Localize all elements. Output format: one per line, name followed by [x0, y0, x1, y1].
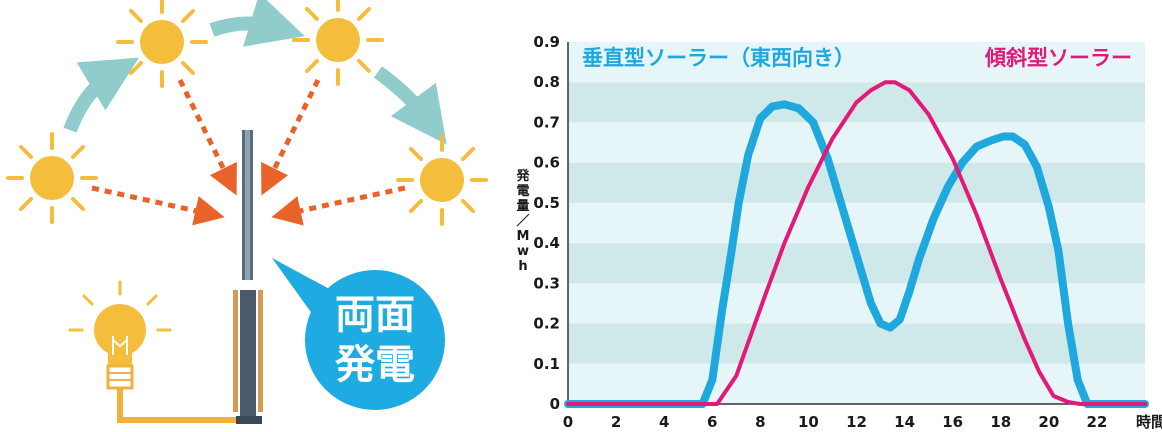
sun-icon [116, 0, 208, 88]
legend-tilted-solar: 傾斜型ソーラー [984, 46, 1132, 70]
x-tick-label: 0 [563, 413, 573, 431]
x-tick-label: 12 [846, 413, 867, 431]
x-tick-label: 6 [707, 413, 717, 431]
y-tick-label: 0.9 [533, 33, 560, 51]
x-axis-label: 時間 [1136, 413, 1162, 431]
legend: 垂直型ソーラー（東西向き） 傾斜型ソーラー [582, 46, 1132, 70]
grid-band [568, 363, 1145, 404]
grid-band [568, 323, 1145, 364]
x-tick-label: 20 [1038, 413, 1059, 431]
y-tick-label: 0.2 [533, 315, 560, 333]
grid-band [568, 162, 1145, 203]
y-tick-label: 0.4 [533, 234, 560, 252]
series-lines [564, 80, 1149, 408]
sunlight-rays [91, 78, 406, 226]
series-line-vertical [564, 100, 1149, 408]
legend-vertical-solar: 垂直型ソーラー（東西向き） [582, 46, 855, 70]
x-tick-label: 2 [611, 413, 621, 431]
x-tick-label: 4 [659, 413, 669, 431]
power-generation-chart: 0 0.1 0.2 0.3 0.4 0.5 0.6 0.7 0.8 0.9 0 2 4 6 8 10 12 14 1… [515, 33, 1162, 431]
sun-icon [396, 134, 488, 226]
wire [117, 388, 236, 423]
series-line-tilted [566, 80, 1147, 406]
sun-icon [292, 0, 384, 86]
x-tick-label: 16 [942, 413, 963, 431]
x-tick-label: 22 [1086, 413, 1107, 431]
x-tick-label: 8 [755, 413, 765, 431]
sun-path-arrows [63, 0, 447, 145]
vertical-solar-panel [233, 130, 263, 424]
grid-band [568, 283, 1145, 324]
y-tick-label: 0.7 [533, 113, 560, 131]
bifacial-power-illustration: 両面 発電 [6, 0, 488, 424]
grid-band [568, 122, 1145, 163]
x-tick-label: 18 [990, 413, 1011, 431]
x-tick-label: 10 [798, 413, 819, 431]
y-tick-label: 0.6 [533, 154, 560, 172]
y-tick-label: 0.8 [533, 73, 560, 91]
y-tick-label: 0.1 [533, 355, 560, 373]
sun-icon [6, 132, 98, 224]
x-tick-label: 14 [894, 413, 915, 431]
y-tick-label: 0.3 [533, 274, 560, 292]
grid-band [568, 42, 1145, 83]
speech-bubble: 両面 発電 [272, 258, 445, 410]
bubble-line-1: 両面 [335, 292, 415, 338]
bubble-line-2: 発電 [335, 342, 415, 388]
y-tick-label: 0 [550, 395, 560, 413]
axes: 0 0.1 0.2 0.3 0.4 0.5 0.6 0.7 0.8 0.9 0 2 4 6 8 10 12 14 1… [515, 33, 1162, 431]
grid-bands [568, 42, 1145, 404]
lightbulb-icon [68, 280, 172, 390]
y-tick-label: 0.5 [533, 194, 560, 212]
